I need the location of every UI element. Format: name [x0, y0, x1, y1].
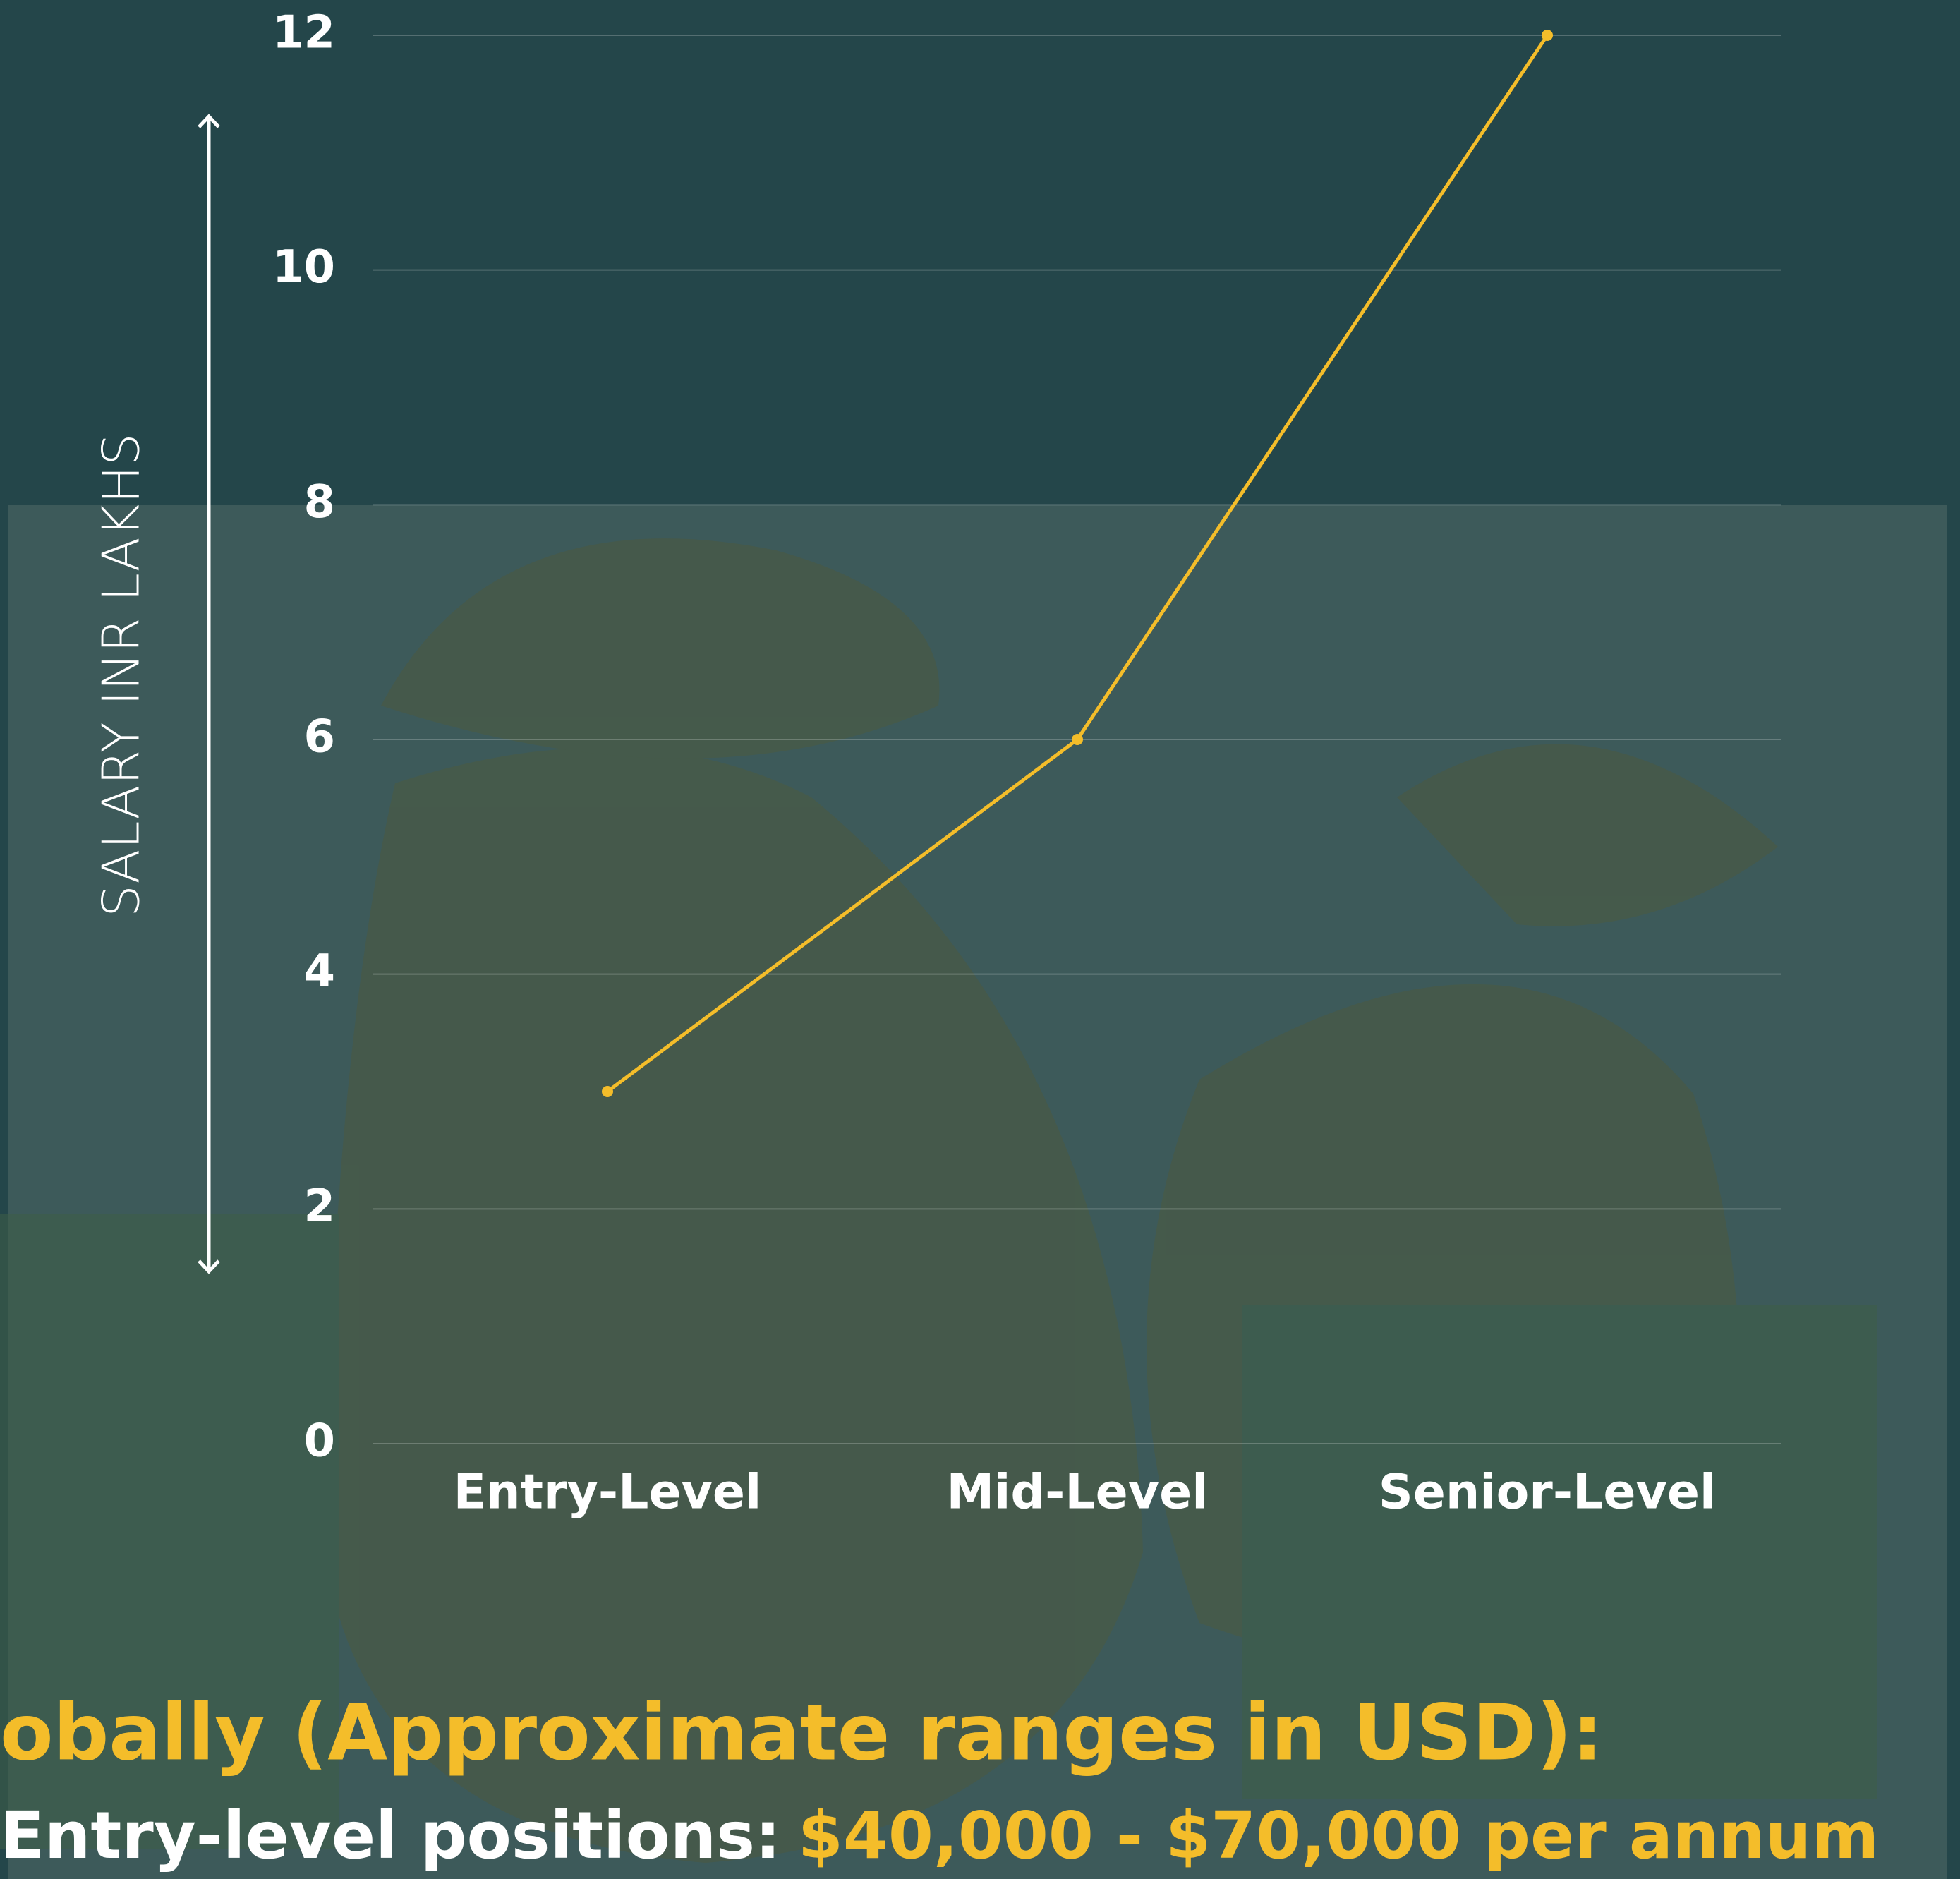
- chart: SALARY INR LAKHS obally (Approximate ran…: [0, 0, 1960, 1879]
- page: SALARY INR LAKHS obally (Approximate ran…: [0, 0, 1960, 1879]
- y-tick-label: 12: [272, 7, 335, 59]
- y-tick-label: 0: [303, 1415, 335, 1468]
- caption-value: $40,000 - $70,000 per annum: [798, 1798, 1879, 1873]
- y-axis-label: SALARY INR LAKHS: [92, 433, 151, 917]
- point: [602, 1086, 613, 1097]
- caption-line: Entry-level positions:$40,000 - $70,000 …: [0, 1798, 1879, 1873]
- x-tick-label: Entry-Level: [454, 1465, 762, 1521]
- y-tick-label: 2: [303, 1180, 335, 1233]
- x-tick-label: Mid-Level: [946, 1465, 1208, 1521]
- point: [1072, 734, 1083, 745]
- caption-heading: obally (Approximate ranges in USD):: [0, 1687, 1603, 1777]
- point: [1542, 30, 1553, 41]
- x-tick-label: Senior-Level: [1379, 1465, 1717, 1521]
- y-tick-label: 10: [272, 241, 335, 294]
- y-tick-label: 4: [303, 945, 335, 998]
- y-tick-label: 8: [303, 476, 335, 528]
- y-tick-label: 6: [303, 711, 335, 763]
- caption-label: Entry-level positions:: [0, 1798, 781, 1873]
